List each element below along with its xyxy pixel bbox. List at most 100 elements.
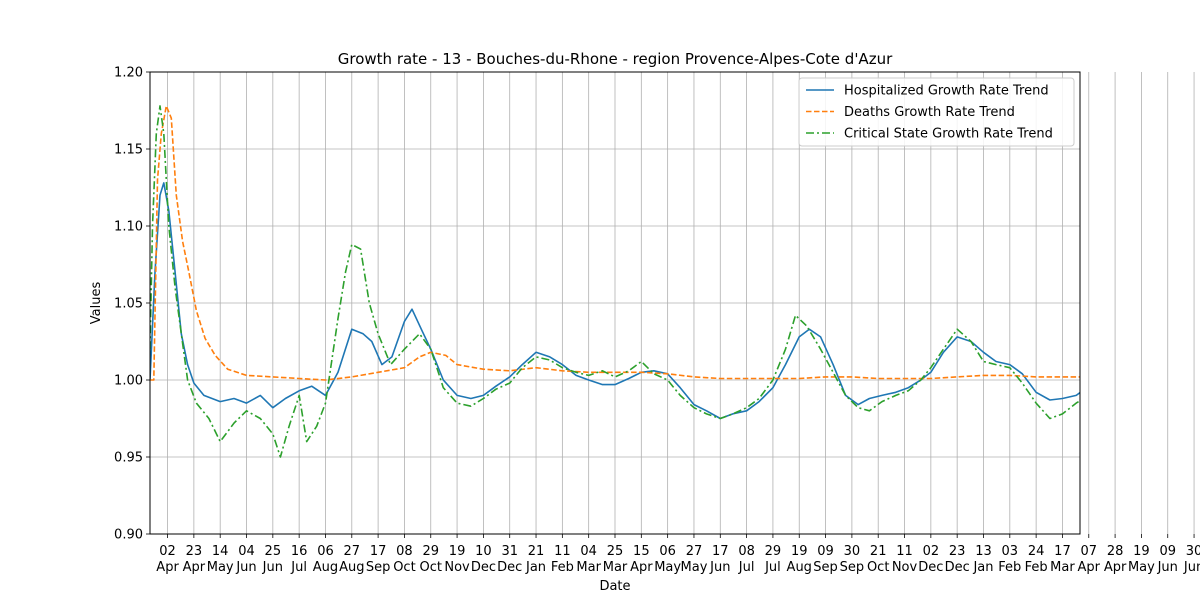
x-tick-month-label: May <box>207 560 234 575</box>
x-tick-month-label: Jun <box>1157 560 1178 575</box>
x-tick-day-label: 04 <box>580 544 597 559</box>
x-tick-day-label: 25 <box>265 544 282 559</box>
x-tick-day-label: 11 <box>896 544 913 559</box>
x-tick-month-label: Jun <box>1183 560 1200 575</box>
y-tick-label: 0.90 <box>114 528 143 543</box>
x-tick-day-label: 09 <box>1159 544 1176 559</box>
x-tick-day-label: 17 <box>1054 544 1071 559</box>
x-tick-day-label: 07 <box>1081 544 1098 559</box>
series-line-3 <box>150 105 1080 458</box>
x-tick-month-label: Apr <box>1104 560 1127 575</box>
x-tick-day-label: 02 <box>923 544 940 559</box>
x-tick-day-label: 09 <box>817 544 834 559</box>
y-tick-label: 1.15 <box>114 143 143 158</box>
x-tick-month-label: Jul <box>290 560 307 575</box>
x-tick-month-label: May <box>1128 560 1155 575</box>
x-tick-month-label: Nov <box>444 560 470 575</box>
x-tick-day-label: 17 <box>712 544 729 559</box>
x-tick-month-label: Dec <box>918 560 943 575</box>
legend-box <box>798 77 1075 147</box>
x-tick-day-label: 30 <box>1186 544 1200 559</box>
x-tick-month-label: Dec <box>945 560 970 575</box>
grid-lines <box>150 71 1195 535</box>
x-tick-month-label: Jul <box>738 560 755 575</box>
x-tick-month-label: Apr <box>183 560 206 575</box>
x-tick-day-label: 25 <box>607 544 624 559</box>
y-tick-label: 1.00 <box>114 374 143 389</box>
x-tick-month-label: Jan <box>525 560 546 575</box>
chart-title: Growth rate - 13 - Bouches-du-Rhone - re… <box>338 50 893 68</box>
x-tick-day-label: 03 <box>1002 544 1019 559</box>
x-tick-day-label: 13 <box>975 544 992 559</box>
x-tick-day-label: 23 <box>949 544 966 559</box>
y-tick-label: 1.10 <box>114 220 143 235</box>
x-tick-month-label: Apr <box>156 560 179 575</box>
x-tick-month-label: Mar <box>603 560 628 575</box>
x-tick-month-label: May <box>654 560 681 575</box>
x-tick-day-label: 29 <box>765 544 782 559</box>
x-tick-day-label: 14 <box>212 544 229 559</box>
x-tick-day-label: 15 <box>633 544 650 559</box>
legend-entry-1: Hospitalized Growth Rate Trend <box>844 84 1049 99</box>
x-tick-day-label: 19 <box>1133 544 1150 559</box>
series-layer <box>150 105 1080 458</box>
x-tick-month-label: Jun <box>235 560 256 575</box>
x-tick-month-label: Oct <box>420 560 442 575</box>
y-tick-label: 1.20 <box>114 66 143 81</box>
y-tick-label: 0.95 <box>114 451 143 466</box>
series-line-2 <box>150 105 1080 381</box>
x-tick-day-label: 11 <box>554 544 571 559</box>
x-tick-day-label: 10 <box>475 544 492 559</box>
x-tick-month-label: Sep <box>813 560 838 575</box>
x-tick-day-label: 16 <box>291 544 308 559</box>
x-tick-day-label: 06 <box>659 544 676 559</box>
x-tick-day-label: 28 <box>1107 544 1124 559</box>
x-tick-month-label: Jun <box>262 560 283 575</box>
x-tick-day-label: 31 <box>501 544 518 559</box>
x-tick-day-label: 24 <box>1028 544 1045 559</box>
x-tick-month-label: Feb <box>1025 560 1048 575</box>
x-tick-day-label: 27 <box>344 544 361 559</box>
x-tick-month-label: Sep <box>840 560 865 575</box>
x-tick-month-label: Sep <box>366 560 391 575</box>
x-tick-month-label: Jan <box>972 560 993 575</box>
x-tick-day-label: 23 <box>186 544 203 559</box>
x-tick-month-label: Aug <box>313 560 338 575</box>
series-line-1 <box>150 182 1080 420</box>
x-tick-month-label: Feb <box>998 560 1021 575</box>
x-tick-day-label: 08 <box>738 544 755 559</box>
legend-entry-3: Critical State Growth Rate Trend <box>844 127 1053 142</box>
x-axis-ticks: 02Apr23Apr14May04Jun25Jun16Jul06Aug27Aug… <box>156 534 1200 575</box>
x-tick-day-label: 08 <box>396 544 413 559</box>
x-tick-month-label: Aug <box>339 560 364 575</box>
x-tick-day-label: 19 <box>791 544 808 559</box>
x-tick-day-label: 02 <box>159 544 176 559</box>
x-tick-month-label: Nov <box>892 560 918 575</box>
x-tick-day-label: 21 <box>528 544 545 559</box>
x-tick-month-label: Apr <box>630 560 653 575</box>
x-tick-month-label: May <box>681 560 708 575</box>
x-tick-day-label: 17 <box>370 544 387 559</box>
x-tick-month-label: Oct <box>867 560 889 575</box>
x-tick-day-label: 19 <box>449 544 466 559</box>
x-tick-month-label: Jun <box>709 560 730 575</box>
x-tick-month-label: Mar <box>1050 560 1075 575</box>
x-tick-month-label: Feb <box>551 560 574 575</box>
x-tick-day-label: 29 <box>422 544 439 559</box>
x-tick-month-label: Dec <box>471 560 496 575</box>
x-tick-day-label: 30 <box>844 544 861 559</box>
x-tick-day-label: 27 <box>686 544 703 559</box>
x-tick-month-label: Oct <box>393 560 415 575</box>
x-tick-month-label: Dec <box>497 560 522 575</box>
y-tick-label: 1.05 <box>114 297 143 312</box>
legend-entry-2: Deaths Growth Rate Trend <box>844 105 1015 120</box>
x-axis-label: Date <box>599 579 630 594</box>
y-axis-ticks: 0.90 0.95 1.00 1.05 1.10 1.15 1.20 <box>114 66 150 543</box>
x-tick-month-label: Mar <box>576 560 601 575</box>
x-tick-day-label: 21 <box>870 544 887 559</box>
legend: Hospitalized Growth Rate Trend Deaths Gro… <box>798 77 1075 147</box>
y-axis-label: Values <box>89 282 104 325</box>
x-tick-month-label: Jul <box>764 560 781 575</box>
x-tick-month-label: Aug <box>787 560 812 575</box>
x-tick-day-label: 06 <box>317 544 334 559</box>
